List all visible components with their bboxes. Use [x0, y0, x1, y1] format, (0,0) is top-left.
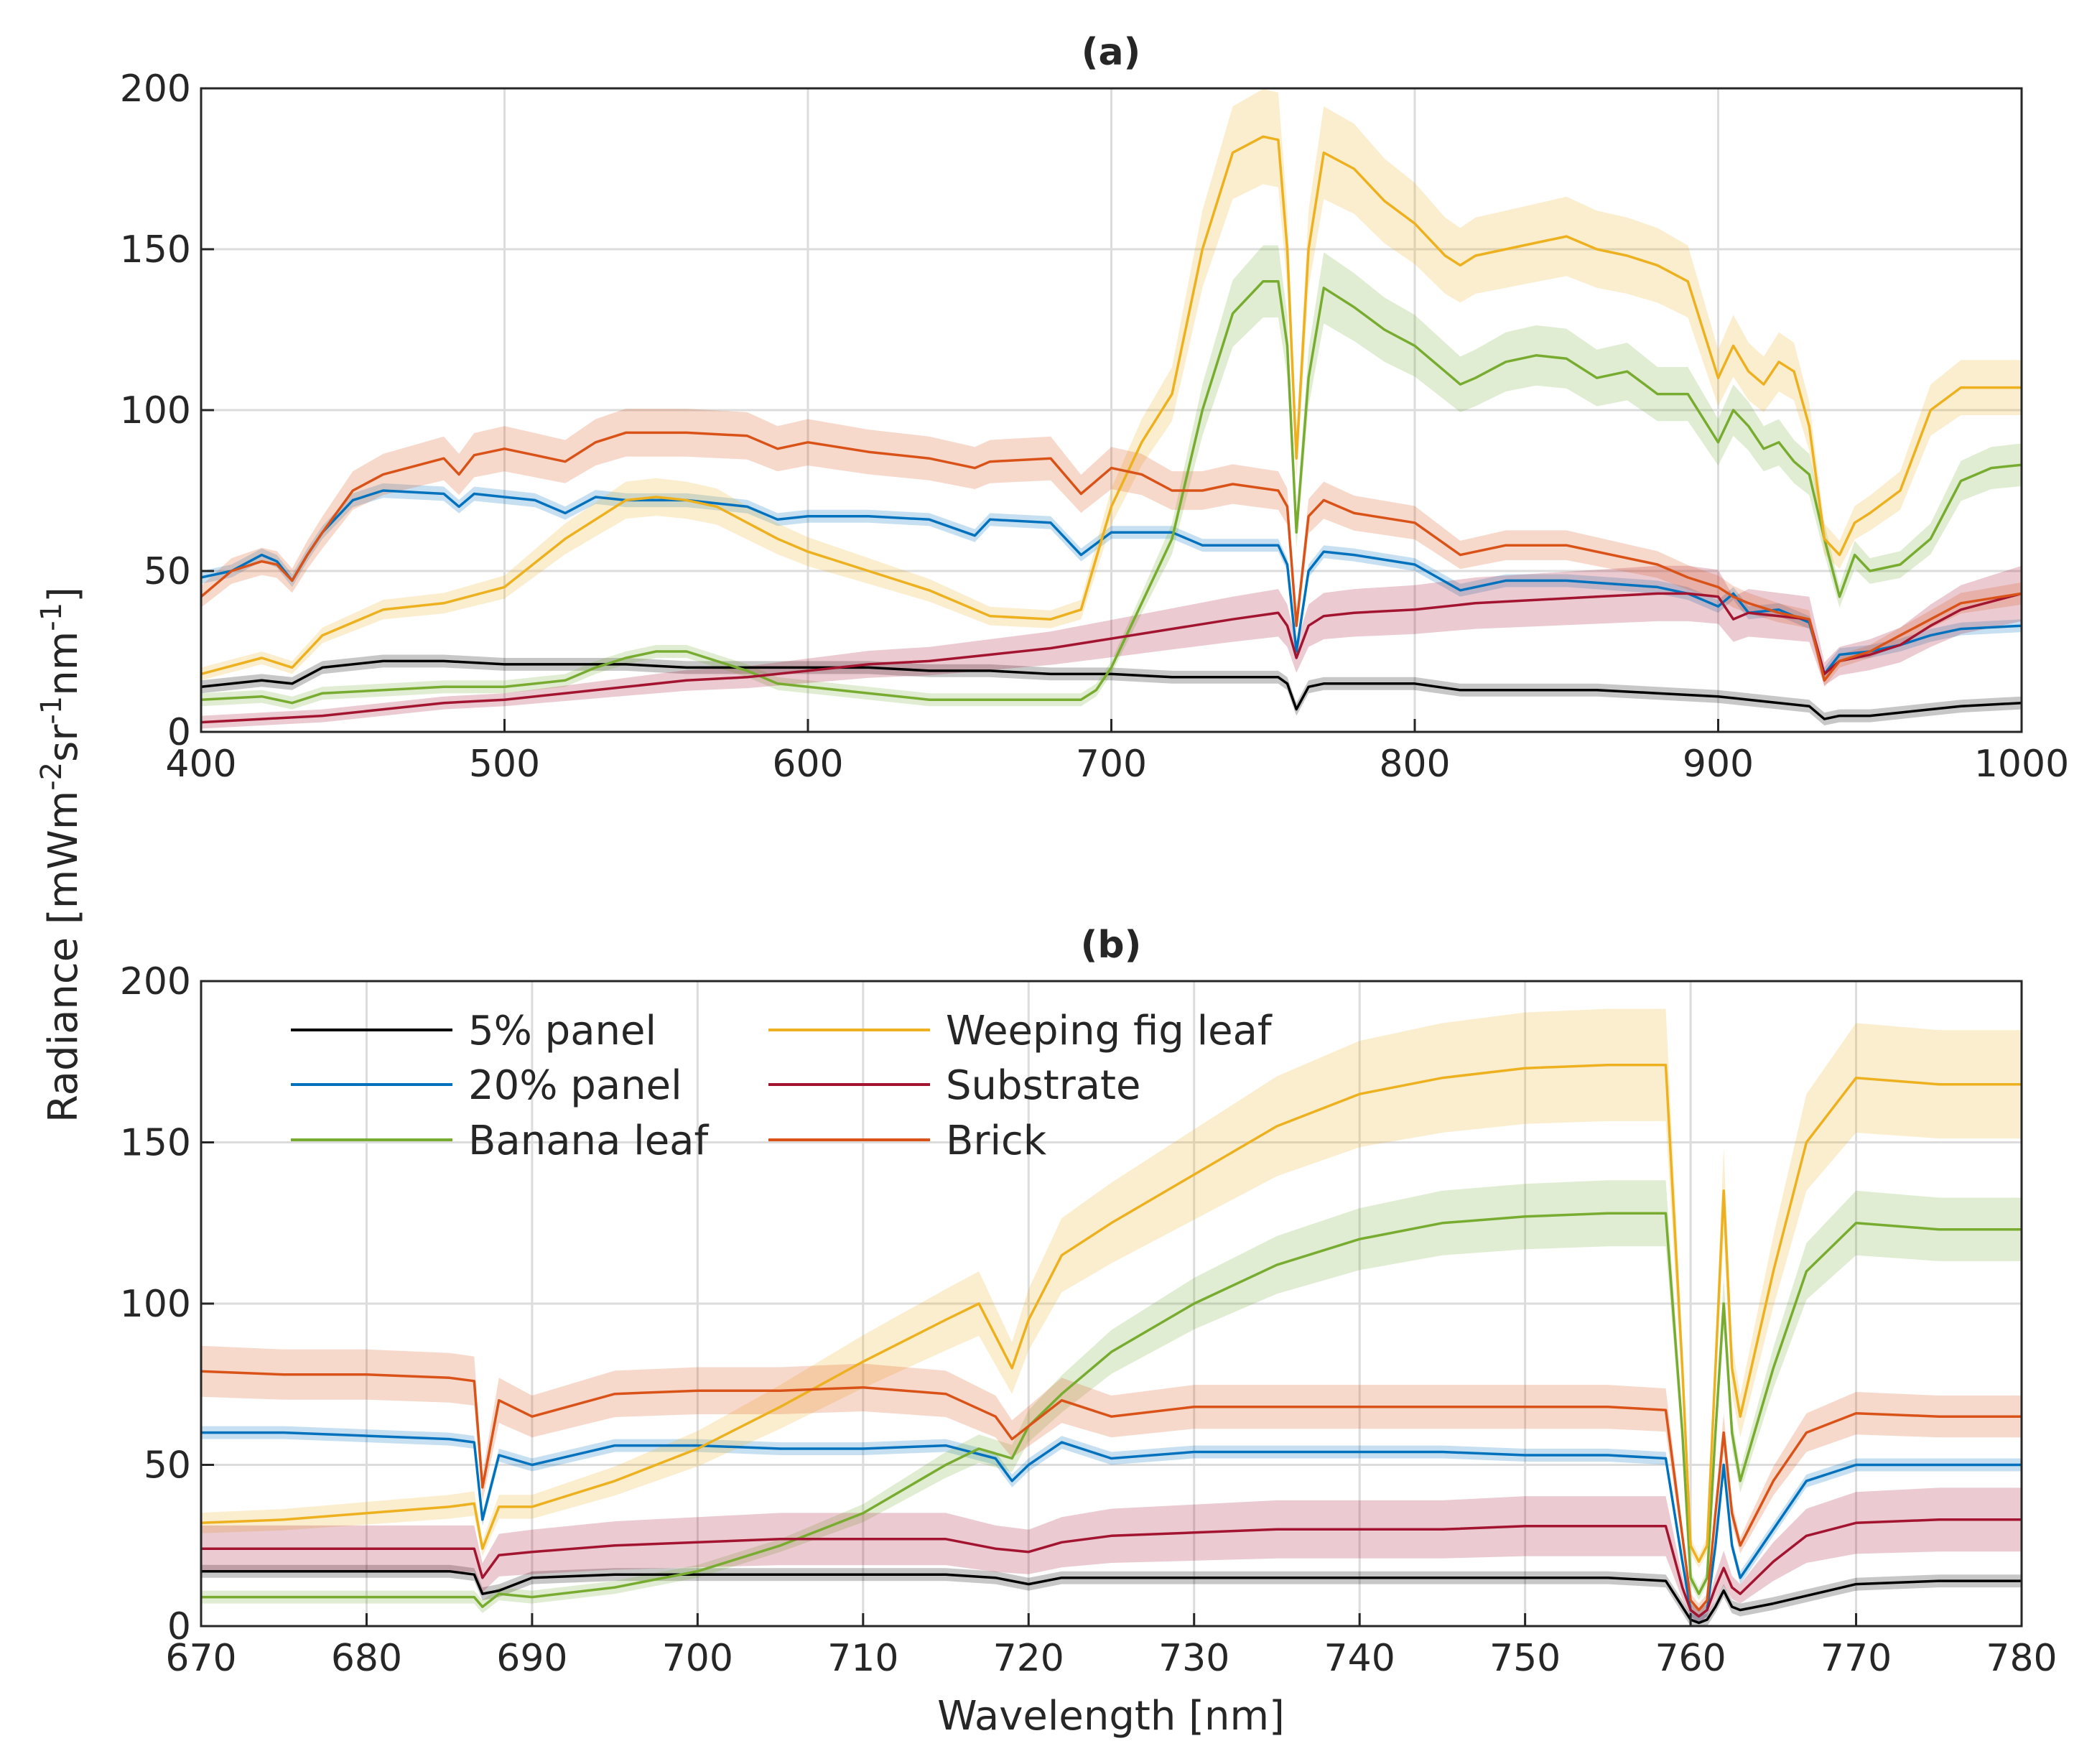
panel-b-line-20-percent-panel	[201, 1431, 2022, 1618]
panel-a-title: (a)	[1082, 31, 1141, 74]
panel-a-xtick-label: 800	[1379, 743, 1450, 786]
y-label-exp-2: -1	[35, 696, 68, 725]
legend: 5% panel 20% panel Banana leaf Weeping f…	[291, 1008, 1273, 1164]
panel-a-xtick-label: 600	[772, 743, 843, 786]
legend-label-substrate: Substrate	[946, 1062, 1140, 1109]
panel-b-title: (b)	[1081, 924, 1142, 967]
panel-a-band-substrate	[201, 565, 2022, 729]
panel-a-xtick-label: 700	[1076, 743, 1147, 786]
panel-a-line-banana-leaf	[200, 280, 2022, 705]
legend-label-weeping-fig-leaf: Weeping fig leaf	[946, 1008, 1273, 1054]
panel-b-line-brick	[200, 1370, 2022, 1612]
panel-a-series	[200, 88, 2022, 729]
x-axis-label: Wavelength [nm]	[937, 1693, 1285, 1740]
panel-a-xtick-label: 1000	[1974, 743, 2069, 786]
panel-b-line-banana-leaf	[201, 1212, 2022, 1608]
panel-b-ticks: 670 680 690 700 710 720 730 740 750 760 770 780 0 50 1…	[120, 960, 2058, 1680]
panel-a-band-brick	[201, 409, 2022, 687]
y-label-exp-1: -2	[35, 762, 68, 791]
panel-a-band-banana-leaf	[201, 245, 2022, 710]
panel-b-xtick-label: 780	[1986, 1637, 2057, 1680]
panel-b-xtick-label: 680	[331, 1637, 402, 1680]
panel-b-line-weeping-fig-leaf	[200, 1063, 2022, 1563]
panel-a-ytick-label: 0	[167, 711, 191, 754]
panel-a: 400 500 600 700 800 900 1000 0 50 100 150 200 (a)	[120, 31, 2069, 786]
panel-b-xtick-label: 730	[1158, 1637, 1229, 1680]
panel-b-band-brick	[201, 1345, 2022, 1617]
panel-a-ytick-label: 150	[120, 228, 191, 271]
panel-b-ytick-label: 0	[167, 1605, 191, 1648]
panel-b-band-substrate	[201, 1487, 2022, 1623]
panel-b-xtick-label: 760	[1655, 1637, 1726, 1680]
panel-b-line-substrate	[201, 1518, 2022, 1618]
panel-a-line-weeping-fig-leaf	[200, 135, 2022, 676]
y-axis-label: Radiance [mWm-2sr-1nm-1]	[35, 587, 87, 1123]
panel-a-xtick-label: 900	[1683, 743, 1754, 786]
y-label-exp-3: -1	[35, 603, 68, 631]
panel-a-ticks: 400 500 600 700 800 900 1000 0 50 100 150 200	[120, 68, 2069, 786]
y-label-mid-1: sr	[40, 724, 87, 762]
panel-b-xtick-label: 740	[1324, 1637, 1395, 1680]
panel-b-xtick-label: 750	[1489, 1637, 1561, 1680]
panel-b-xtick-label: 690	[496, 1637, 567, 1680]
panel-a-ytick-label: 100	[120, 389, 191, 432]
panel-a-xtick-label: 400	[165, 743, 236, 786]
legend-label-brick: Brick	[946, 1118, 1047, 1164]
panel-a-ytick-label: 50	[144, 550, 191, 593]
panel-b-ytick-label: 200	[120, 960, 191, 1003]
panel-a-xtick-label: 500	[469, 743, 540, 786]
panel-a-line-5-percent-panel	[200, 659, 2022, 720]
panel-b-line-5-percent-panel	[201, 1569, 2022, 1625]
y-label-end: ]	[40, 587, 87, 603]
y-label-mid-2: nm	[40, 631, 87, 696]
panel-b-xtick-label: 770	[1821, 1637, 1892, 1680]
panel-b-series	[200, 1008, 2022, 1626]
panel-a-band-5-percent-panel	[201, 654, 2022, 725]
legend-label-5-percent-panel: 5% panel	[468, 1008, 656, 1054]
panel-a-line-brick	[200, 431, 2022, 682]
panel-b-band-banana-leaf	[201, 1180, 2022, 1613]
panel-b-ytick-label: 100	[120, 1283, 191, 1326]
panel-a-ytick-label: 200	[120, 68, 191, 111]
legend-label-20-percent-panel: 20% panel	[468, 1062, 682, 1109]
panel-b-ytick-label: 50	[144, 1444, 191, 1487]
panel-b-xtick-label: 710	[827, 1637, 898, 1680]
panel-b-xtick-label: 720	[993, 1637, 1064, 1680]
panel-b: 670 680 690 700 710 720 730 740 750 760 770 780 0 50 1…	[120, 924, 2058, 1740]
legend-label-banana-leaf: Banana leaf	[468, 1118, 709, 1164]
panel-b-xtick-label: 670	[165, 1637, 236, 1680]
panel-b-xtick-label: 700	[662, 1637, 733, 1680]
y-label-base: Radiance [mWm	[40, 791, 87, 1123]
panel-b-ytick-label: 150	[120, 1122, 191, 1165]
